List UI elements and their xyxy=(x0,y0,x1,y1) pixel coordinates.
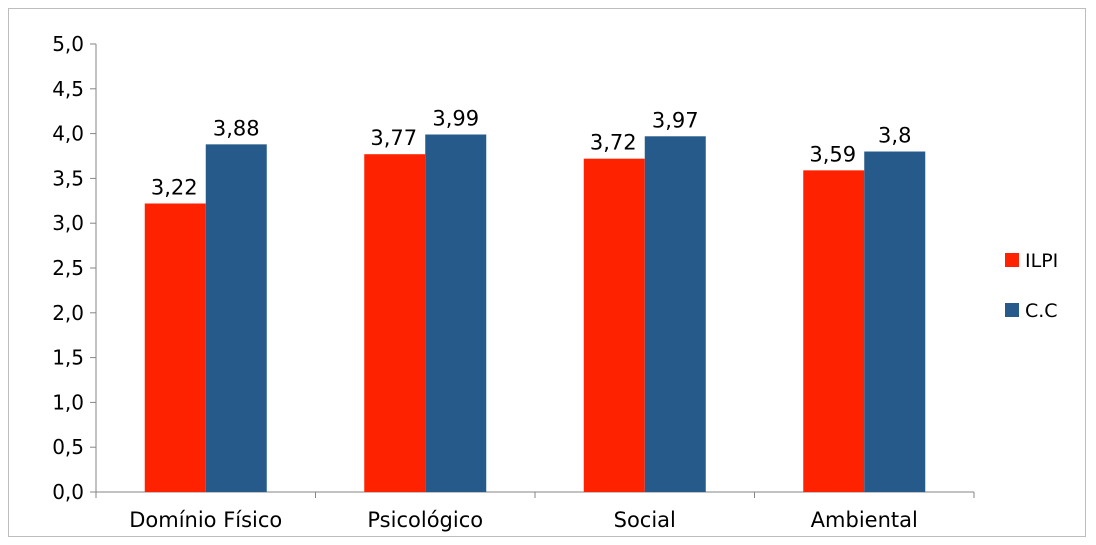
data-label: 3,99 xyxy=(432,106,479,130)
x-tick-label: Psicológico xyxy=(367,508,483,532)
chart-frame: 0,0 0,5 1,0 1,5 2,0 2,5 3,0 3,5 4,0 4,5 5,0 Domínio… xyxy=(8,8,1086,537)
bar-ilpi xyxy=(583,158,645,493)
bar-c-c xyxy=(425,134,487,492)
data-label: 3,88 xyxy=(213,116,260,140)
data-label: 3,59 xyxy=(809,142,856,166)
bar-ilpi xyxy=(144,203,206,492)
y-tick-label: 5,0 xyxy=(52,32,84,56)
data-label: 3,8 xyxy=(878,124,911,148)
y-tick-label: 2,0 xyxy=(52,301,84,325)
y-tick-label: 3,0 xyxy=(52,211,84,235)
legend-label: ILPI xyxy=(1025,250,1058,272)
legend: ILPI C.C xyxy=(1005,250,1058,322)
legend-swatch xyxy=(1005,253,1019,267)
y-tick-label: 3,5 xyxy=(52,166,84,190)
data-label: 3,72 xyxy=(590,131,637,155)
data-labels: 3,22 3,88 3,77 3,99 3,72 3,97 3,59 3,8 xyxy=(151,106,912,199)
x-tick-label: Social xyxy=(614,508,676,532)
data-label: 3,22 xyxy=(151,175,198,199)
y-tick-label: 4,5 xyxy=(52,77,84,101)
bar-ilpi xyxy=(364,154,426,492)
bar-ilpi xyxy=(803,170,865,492)
x-tick-label: Domínio Físico xyxy=(129,508,282,532)
y-tick-label: 1,5 xyxy=(52,346,84,370)
data-label: 3,77 xyxy=(370,126,417,150)
data-label: 3,97 xyxy=(652,108,699,132)
legend-label: C.C xyxy=(1025,300,1058,322)
bar-c-c xyxy=(644,136,706,492)
y-tick-label: 2,5 xyxy=(52,256,84,280)
bar-c-c xyxy=(205,144,267,493)
bar-c-c xyxy=(864,151,926,492)
x-tick-label: Ambiental xyxy=(811,508,918,532)
axes: 0,0 0,5 1,0 1,5 2,0 2,5 3,0 3,5 4,0 4,5 5,0 Domínio… xyxy=(52,32,975,532)
bars xyxy=(144,134,926,493)
bar-chart: 0,0 0,5 1,0 1,5 2,0 2,5 3,0 3,5 4,0 4,5 5,0 Domínio… xyxy=(52,32,1058,532)
y-tick-label: 0,5 xyxy=(52,435,84,459)
legend-swatch xyxy=(1005,303,1019,317)
y-tick-label: 1,0 xyxy=(52,390,84,414)
y-tick-label: 0,0 xyxy=(52,480,84,504)
y-tick-label: 4,0 xyxy=(52,122,84,146)
